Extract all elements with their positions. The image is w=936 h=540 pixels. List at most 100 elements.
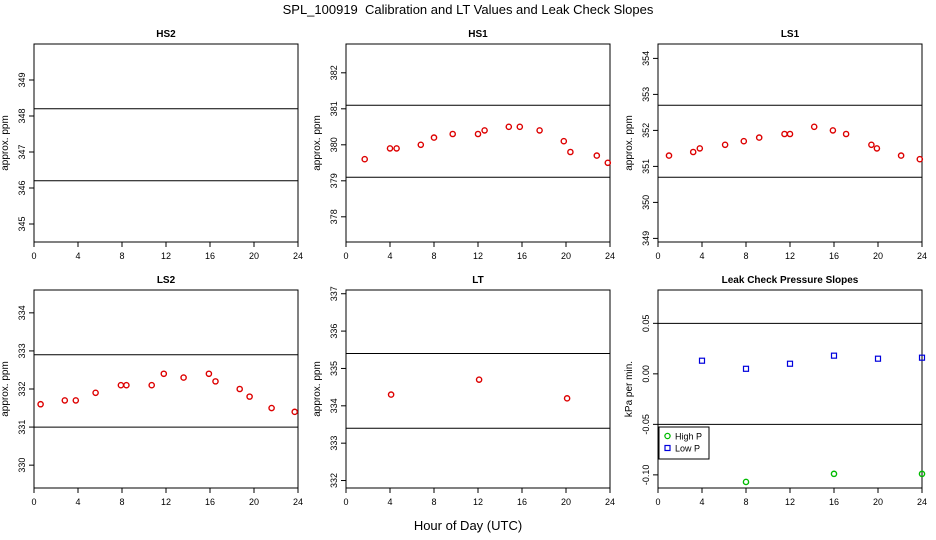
data-point — [387, 391, 395, 398]
data-point — [516, 123, 524, 131]
data-point — [842, 130, 850, 138]
x-tick-label: 24 — [605, 251, 615, 261]
y-tick-label: 345 — [17, 216, 27, 231]
data-point — [740, 137, 748, 145]
x-tick-label: 12 — [785, 251, 795, 261]
panel-5: Leak Check Pressure Slopes kPa per min. 0 4… — [624, 275, 927, 507]
y-tick-label: 333 — [329, 436, 339, 451]
legend-label: High P — [675, 432, 702, 442]
data-point — [449, 130, 457, 138]
plot-frame — [657, 43, 923, 243]
x-tick-label: 20 — [873, 497, 883, 507]
y-tick-label: 381 — [329, 101, 339, 116]
data-point — [918, 354, 926, 361]
data-point — [268, 404, 275, 412]
data-point — [563, 395, 571, 402]
data-point — [236, 385, 243, 393]
x-tick-label: 4 — [387, 497, 392, 507]
x-tick-label: 12 — [473, 497, 483, 507]
x-tick-label: 0 — [31, 251, 36, 261]
x-tick-label: 12 — [785, 497, 795, 507]
data-point — [246, 393, 253, 400]
data-point — [72, 397, 80, 404]
y-tick-label: 332 — [17, 381, 27, 396]
panel-title: LT — [472, 275, 483, 286]
data-point — [567, 148, 574, 156]
data-point — [536, 127, 543, 134]
y-axis-label: approx. ppm — [312, 115, 323, 171]
y-tick-label: 331 — [17, 420, 27, 435]
y-tick-label: 351 — [641, 159, 651, 174]
x-tick-label: 16 — [829, 497, 839, 507]
x-tick-label: 24 — [917, 497, 927, 507]
data-point — [386, 145, 394, 152]
data-point — [117, 381, 125, 389]
legend-box — [658, 426, 710, 460]
x-tick-label: 4 — [75, 251, 80, 261]
data-point — [393, 145, 400, 152]
data-point — [689, 148, 697, 156]
y-axis-label: approx. ppm — [0, 115, 11, 171]
y-tick-label: 332 — [329, 473, 339, 488]
main-title: SPL_100919 Calibration and LT Values and… — [282, 2, 654, 17]
y-tick-label: 333 — [17, 343, 27, 358]
y-axis-label: approx. ppm — [624, 115, 635, 171]
data-point — [665, 152, 673, 159]
x-tick-label: 4 — [387, 251, 392, 261]
y-tick-label: 330 — [17, 458, 27, 473]
data-point — [361, 155, 369, 163]
y-tick-label: 380 — [329, 137, 339, 152]
x-tick-label: 24 — [293, 251, 303, 261]
data-point — [755, 134, 763, 141]
data-point — [868, 141, 875, 149]
x-tick-label: 4 — [75, 497, 80, 507]
data-point — [291, 408, 299, 416]
data-point — [781, 130, 788, 138]
panel-2: LS1 approx. ppm 0 4 8 12 16 20 24 349 350 351 352 353… — [624, 29, 927, 261]
data-point — [786, 360, 794, 367]
legend-marker — [664, 444, 671, 452]
panel-title: HS1 — [468, 29, 488, 40]
y-tick-label: -0.05 — [641, 414, 651, 435]
x-tick-label: 20 — [873, 251, 883, 261]
y-tick-label: -0.10 — [641, 465, 651, 486]
data-point — [593, 152, 601, 159]
x-tick-label: 16 — [205, 251, 215, 261]
y-tick-label: 0.00 — [641, 365, 651, 383]
x-tick-label: 8 — [743, 497, 748, 507]
legend-label: Low P — [675, 444, 700, 454]
x-tick-label: 8 — [743, 251, 748, 261]
data-point — [721, 141, 729, 149]
y-tick-label: 349 — [641, 231, 651, 246]
panel-4: LT approx. ppm 0 4 8 12 16 20 24 332 333 334 335 336 3… — [312, 275, 615, 507]
x-tick-label: 4 — [699, 251, 704, 261]
data-point — [475, 376, 483, 383]
y-axis-label: approx. ppm — [312, 361, 323, 417]
x-tick-label: 0 — [655, 251, 660, 261]
x-tick-label: 0 — [343, 497, 348, 507]
y-tick-label: 335 — [329, 361, 339, 376]
plot-frame — [33, 43, 299, 243]
data-point — [37, 400, 44, 408]
data-point — [873, 145, 881, 152]
data-point — [148, 381, 155, 389]
data-point — [417, 141, 425, 149]
x-tick-label: 12 — [473, 251, 483, 261]
data-point — [160, 370, 168, 378]
data-point — [180, 374, 187, 381]
x-tick-label: 4 — [699, 497, 704, 507]
panel-0: HS2 approx. ppm 0 4 8 12 16 20 24 345 346 347 348 349 — [0, 29, 303, 261]
data-point — [560, 137, 568, 145]
x-tick-label: 20 — [561, 251, 571, 261]
y-tick-label: 379 — [329, 173, 339, 188]
y-axis-label: approx. ppm — [0, 361, 11, 417]
panel-title: HS2 — [156, 29, 176, 40]
y-tick-label: 353 — [641, 87, 651, 102]
y-tick-label: 382 — [329, 65, 339, 80]
x-tick-label: 8 — [431, 497, 436, 507]
data-point — [123, 381, 130, 389]
data-point — [205, 370, 213, 378]
y-tick-label: 352 — [641, 123, 651, 138]
data-point — [505, 123, 513, 131]
